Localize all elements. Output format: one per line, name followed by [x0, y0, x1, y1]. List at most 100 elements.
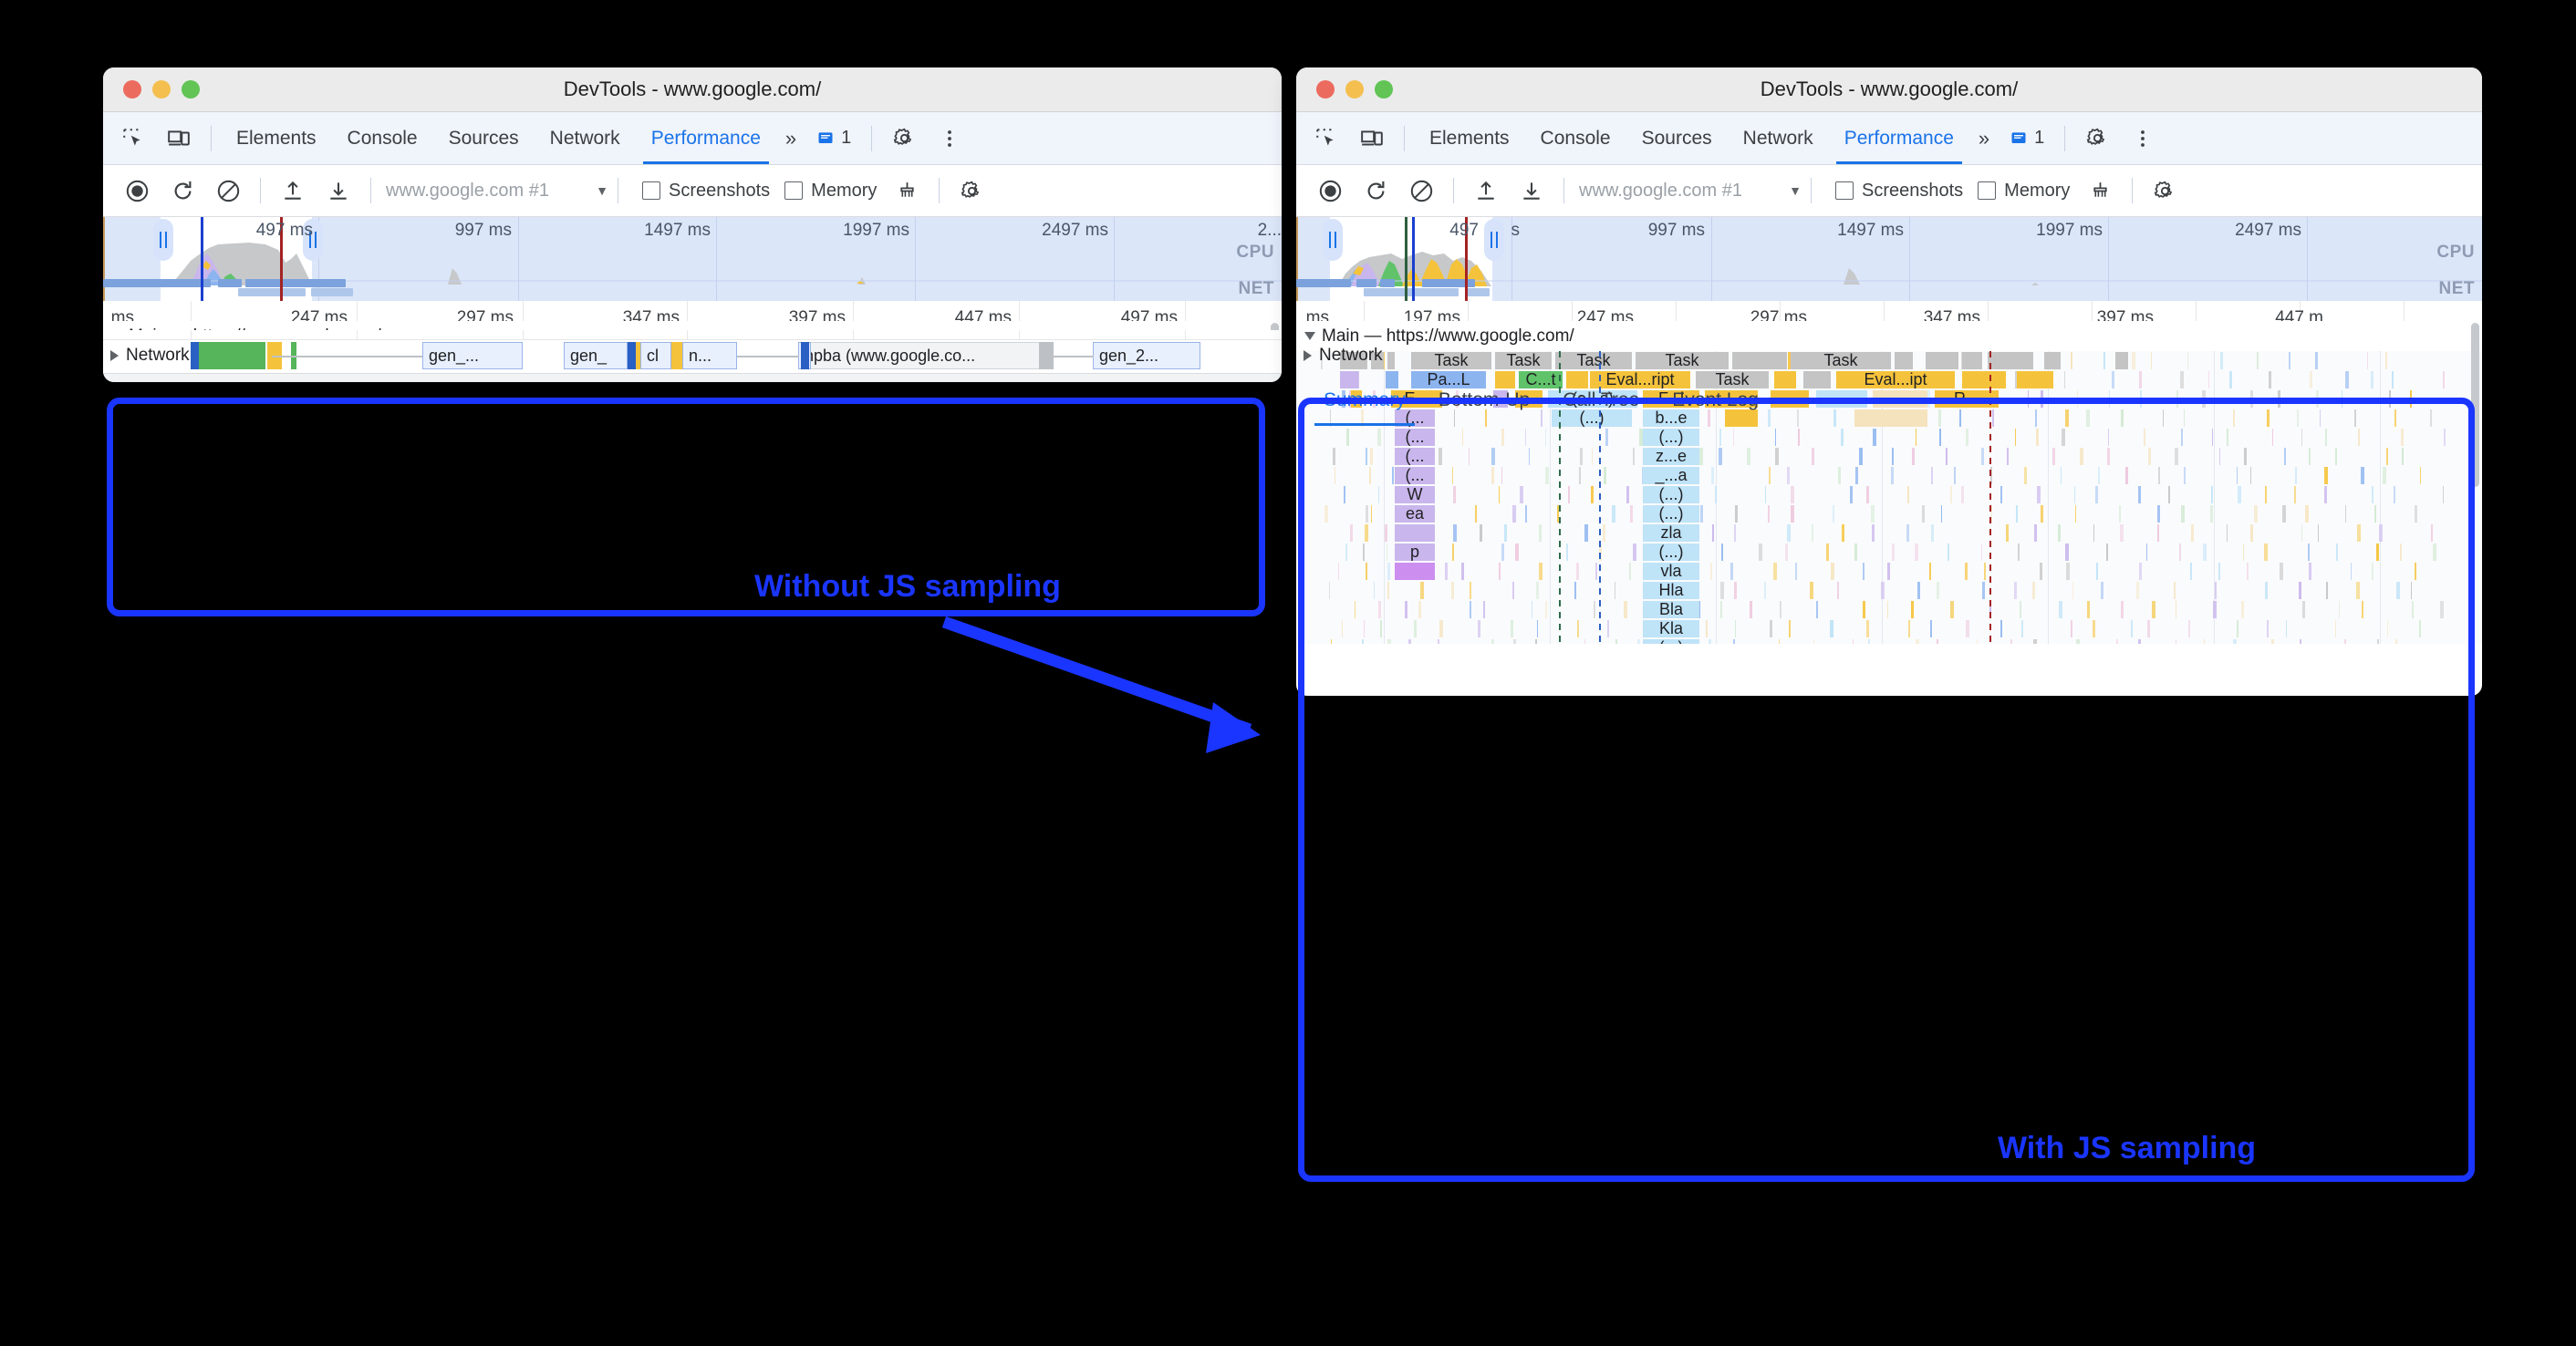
flame-event[interactable] [2394, 409, 2396, 427]
flame-event[interactable] [1908, 620, 1910, 637]
flame-event[interactable] [1797, 409, 1799, 427]
flame-event[interactable] [1941, 505, 1942, 523]
flame-event[interactable] [2075, 505, 2076, 523]
flame-event[interactable] [1535, 639, 1537, 644]
tab-console[interactable]: Console [347, 127, 418, 149]
flame-event[interactable] [2220, 352, 2223, 369]
flame-event[interactable] [2267, 620, 2269, 637]
flame-event[interactable] [1774, 371, 1796, 388]
flame-event[interactable] [2227, 429, 2228, 446]
flame-event[interactable] [2109, 390, 2110, 408]
flame-event[interactable] [2309, 448, 2311, 465]
main-track-header[interactable]: Main — https://www.google.com/ [103, 321, 1282, 330]
flame-event[interactable] [1545, 601, 1547, 618]
more-tabs-icon[interactable]: » [1978, 126, 1990, 150]
flame-event[interactable] [1977, 639, 1978, 644]
flame-event[interactable] [2187, 352, 2188, 369]
tab-network[interactable]: Network [1742, 127, 1813, 149]
flame-event[interactable] [1491, 448, 1495, 465]
flame-event[interactable] [1954, 467, 1956, 484]
flame-event-labeled[interactable]: Task [1555, 352, 1632, 369]
flame-event[interactable] [1735, 620, 1736, 637]
flame-event-labeled[interactable]: Hla [1643, 582, 1699, 599]
more-options-icon[interactable] [931, 120, 968, 157]
flame-event[interactable] [1512, 582, 1514, 599]
clear-icon[interactable] [211, 173, 245, 208]
more-options-icon[interactable] [2124, 120, 2161, 157]
flame-event[interactable] [1342, 620, 1343, 637]
flame-event-labeled[interactable]: _...a [1643, 467, 1699, 484]
flame-event[interactable] [1387, 563, 1390, 580]
flame-event[interactable] [2280, 563, 2283, 580]
flame-event[interactable] [2415, 563, 2416, 580]
flame-event[interactable] [2184, 467, 2186, 484]
vertical-scrollbar[interactable] [1271, 323, 1279, 330]
flame-event[interactable] [1787, 467, 1790, 484]
flame-event[interactable] [2191, 524, 2194, 542]
flame-event[interactable] [2336, 544, 2338, 561]
flame-event[interactable] [1439, 448, 1442, 465]
flame-event[interactable] [1990, 467, 1992, 484]
flame-event[interactable] [1370, 448, 1373, 465]
flame-event[interactable] [1863, 563, 1864, 580]
flame-event[interactable] [2351, 563, 2352, 580]
flame-event-labeled[interactable]: Task [1696, 371, 1769, 388]
flame-event[interactable] [2076, 639, 2080, 644]
flame-event[interactable] [1950, 486, 1952, 503]
flame-event[interactable] [1365, 524, 1368, 542]
flame-event[interactable] [1485, 409, 1487, 427]
flame-event[interactable] [1826, 544, 1829, 561]
flame-event[interactable] [1470, 601, 1471, 618]
flame-event[interactable] [1699, 448, 1703, 465]
tab-event-log[interactable]: Event Log [1672, 388, 1759, 410]
flame-event-labeled[interactable]: C...t [1519, 371, 1563, 388]
flame-event[interactable] [1775, 429, 1776, 446]
flame-event[interactable] [1387, 582, 1389, 599]
flame-event-labeled[interactable] [1395, 563, 1415, 580]
flame-event[interactable] [1491, 467, 1494, 484]
flame-event[interactable] [2227, 524, 2228, 542]
flame-event[interactable] [1720, 601, 1722, 618]
flame-event[interactable] [2140, 390, 2142, 408]
flame-event[interactable] [1769, 467, 1771, 484]
flame-event[interactable] [1711, 467, 1714, 484]
flame-event[interactable] [2028, 390, 2029, 408]
flame-event[interactable] [1475, 505, 1477, 523]
flame-event[interactable] [1363, 544, 1365, 561]
flame-event[interactable] [1499, 563, 1501, 580]
flame-event[interactable] [2024, 467, 2027, 484]
flame-event[interactable] [2374, 505, 2376, 523]
close-button[interactable] [123, 80, 141, 98]
flame-event[interactable] [1366, 505, 1368, 523]
flame-event[interactable] [1803, 371, 1831, 388]
flame-event[interactable] [1495, 371, 1515, 388]
more-tabs-icon[interactable]: » [784, 126, 797, 150]
flame-event[interactable] [2237, 467, 2238, 484]
chevron-down-icon[interactable]: ▼ [596, 183, 608, 198]
tab-sources[interactable]: Sources [1641, 127, 1712, 149]
flame-event[interactable] [1537, 620, 1538, 637]
devtools-window-right[interactable]: DevTools - www.google.com/ Elements Cons… [1296, 67, 2482, 696]
upload-profile-icon[interactable] [275, 173, 310, 208]
flame-event[interactable] [2385, 352, 2387, 369]
flame-event[interactable] [1639, 429, 1643, 446]
tab-bottom-up[interactable]: Bottom-Up [231, 374, 351, 382]
flame-event[interactable] [2021, 620, 2023, 637]
flame-event[interactable] [2410, 390, 2412, 408]
flame-event[interactable] [1892, 544, 1895, 561]
flame-event[interactable] [2101, 582, 2103, 599]
flame-event[interactable] [1906, 524, 1909, 542]
flame-event[interactable] [1330, 409, 1331, 427]
flame-event[interactable] [1329, 582, 1330, 599]
flame-event[interactable] [2032, 582, 2035, 599]
flame-event[interactable] [2071, 620, 2072, 637]
flame-event[interactable] [2139, 371, 2142, 388]
flame-event[interactable] [1529, 448, 1530, 465]
flame-event[interactable] [2181, 429, 2183, 446]
flame-event-labeled[interactable]: Task [1636, 352, 1729, 369]
flame-event[interactable] [2037, 486, 2041, 503]
flame-event[interactable] [2158, 467, 2160, 484]
flame-event[interactable] [2344, 639, 2346, 644]
flame-event[interactable] [2072, 582, 2073, 599]
screenshots-checkbox[interactable]: Screenshots [642, 181, 770, 202]
